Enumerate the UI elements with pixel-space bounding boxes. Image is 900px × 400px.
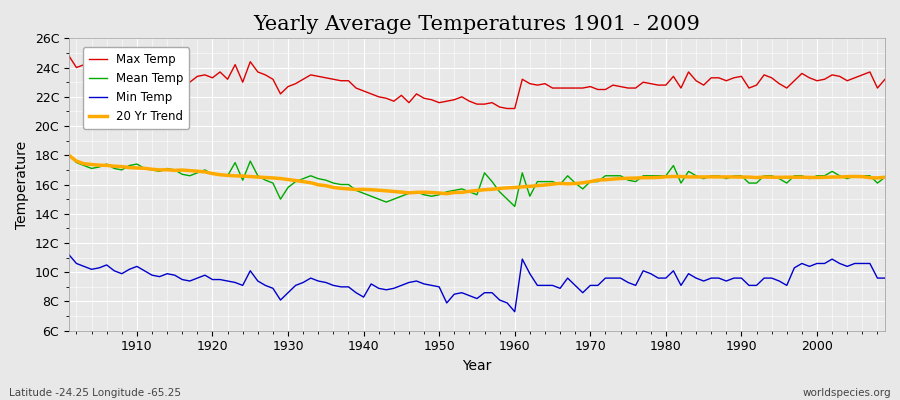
Line: 20 Yr Trend: 20 Yr Trend (69, 155, 885, 194)
Min Temp (517, 257, 527, 262)
20 Yr Trend (290, 178, 301, 183)
Mean Temp (290, 179, 301, 184)
X-axis label: Year: Year (463, 359, 491, 373)
Legend: Max Temp, Mean Temp, Min Temp, 20 Yr Trend: Max Temp, Mean Temp, Min Temp, 20 Yr Tre… (83, 47, 189, 129)
Min Temp (290, 283, 301, 288)
Min Temp (336, 284, 346, 289)
Mean Temp (64, 153, 75, 158)
Max Temp (879, 77, 890, 82)
Min Temp (502, 300, 513, 305)
20 Yr Trend (336, 186, 346, 191)
Line: Max Temp: Max Temp (69, 56, 885, 108)
Mean Temp (124, 163, 135, 168)
Title: Yearly Average Temperatures 1901 - 2009: Yearly Average Temperatures 1901 - 2009 (254, 15, 700, 34)
Max Temp (124, 68, 135, 73)
Max Temp (517, 77, 527, 82)
Text: Latitude -24.25 Longitude -65.25: Latitude -24.25 Longitude -65.25 (9, 388, 181, 398)
Line: Min Temp: Min Temp (69, 255, 885, 312)
Mean Temp (509, 204, 520, 209)
Text: worldspecies.org: worldspecies.org (803, 388, 891, 398)
Max Temp (608, 83, 618, 88)
Min Temp (509, 309, 520, 314)
20 Yr Trend (64, 153, 75, 158)
20 Yr Trend (441, 191, 452, 196)
Mean Temp (517, 170, 527, 175)
Max Temp (290, 81, 301, 86)
Y-axis label: Temperature: Temperature (15, 140, 29, 228)
Min Temp (64, 252, 75, 257)
Min Temp (608, 276, 618, 280)
Max Temp (64, 54, 75, 58)
20 Yr Trend (509, 185, 520, 190)
20 Yr Trend (124, 165, 135, 170)
20 Yr Trend (517, 184, 527, 189)
20 Yr Trend (879, 175, 890, 180)
Mean Temp (879, 175, 890, 180)
20 Yr Trend (608, 177, 618, 182)
Mean Temp (608, 173, 618, 178)
Mean Temp (336, 182, 346, 187)
Max Temp (502, 106, 513, 111)
Max Temp (336, 78, 346, 83)
Max Temp (509, 106, 520, 111)
Min Temp (124, 267, 135, 272)
Mean Temp (502, 197, 513, 202)
Min Temp (879, 276, 890, 280)
Line: Mean Temp: Mean Temp (69, 155, 885, 206)
